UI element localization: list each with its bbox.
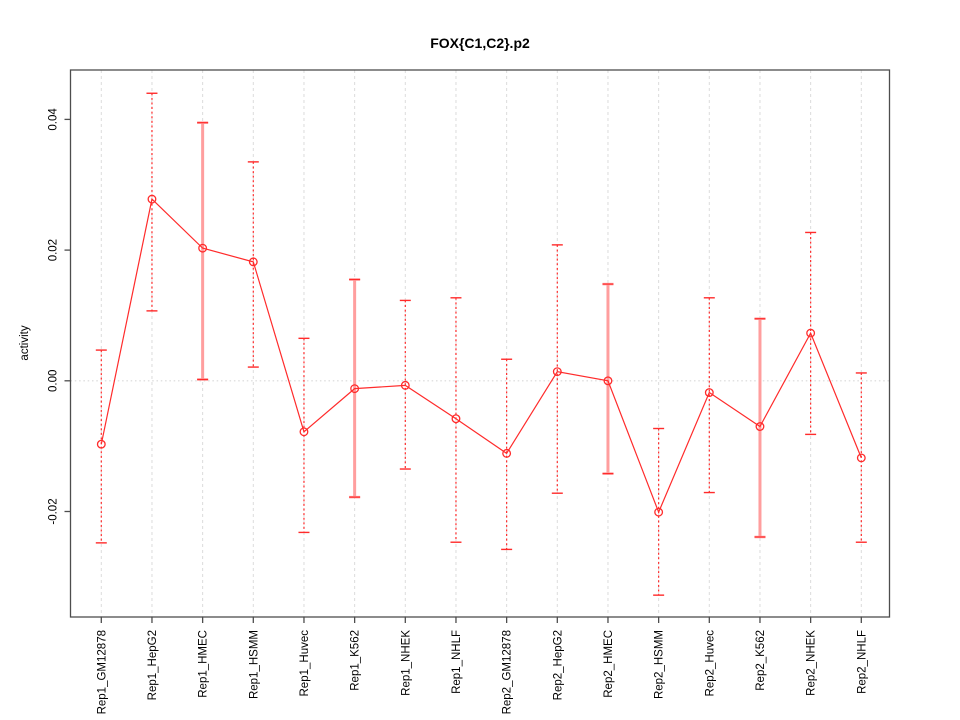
y-tick-label: 0.04 [48, 108, 60, 131]
data-point [400, 380, 410, 390]
data-point [299, 427, 309, 437]
data-point [350, 384, 360, 394]
y-axis-label: activity [19, 325, 31, 360]
x-tick-label: Rep2_NHLF [856, 630, 868, 694]
data-point [147, 194, 157, 204]
data-point [755, 422, 765, 431]
data-point [451, 414, 461, 424]
data-point [654, 507, 664, 517]
x-tick-label: Rep2_NHEK [806, 630, 818, 696]
x-tick-label: Rep1_NHEK [400, 630, 412, 696]
x-tick-label: Rep2_HMEC [603, 630, 615, 698]
x-tick-label: Rep1_GM12878 [96, 630, 108, 714]
x-tick-label: Rep2_K562 [755, 630, 767, 691]
x-tick-label: Rep1_HMEC [198, 630, 210, 698]
x-tick-label: Rep1_Huvec [299, 630, 311, 697]
plot-box [69, 69, 891, 618]
y-tick-label: 0.02 [48, 239, 60, 261]
x-tick-label: Rep2_HepG2 [552, 630, 564, 700]
data-point [552, 367, 562, 377]
data-point [704, 388, 714, 398]
series-line [100, 197, 862, 514]
data-point [856, 453, 866, 463]
data-point [502, 448, 512, 458]
x-tick-label: Rep2_GM12878 [502, 630, 514, 714]
x-tick-label: Rep2_Huvec [704, 630, 716, 697]
data-point [96, 439, 106, 449]
y-tick-label: -0.02 [48, 498, 60, 524]
x-tick-label: Rep1_HepG2 [147, 630, 159, 700]
data-point [198, 243, 208, 253]
x-tick-label: Rep2_HSMM [654, 630, 666, 699]
x-tick-label: Rep1_K562 [350, 630, 362, 691]
x-tick-label: Rep1_NHLF [451, 630, 463, 694]
y-tick-label: 0.00 [48, 370, 60, 392]
data-point [248, 257, 258, 267]
chart-title: FOX{C1,C2}.p2 [430, 35, 530, 51]
data-point [603, 376, 613, 386]
x-tick-label: Rep1_HSMM [248, 630, 260, 699]
plot-layer: -0.02 0.00 0.02 0.04 Rep1_GM12878 Rep1_HepG2 R… [48, 69, 891, 714]
data-point [806, 328, 816, 338]
